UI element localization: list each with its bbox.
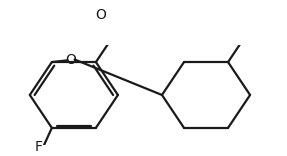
Text: O: O (66, 53, 77, 67)
Text: F: F (34, 140, 42, 154)
Text: O: O (95, 7, 106, 22)
